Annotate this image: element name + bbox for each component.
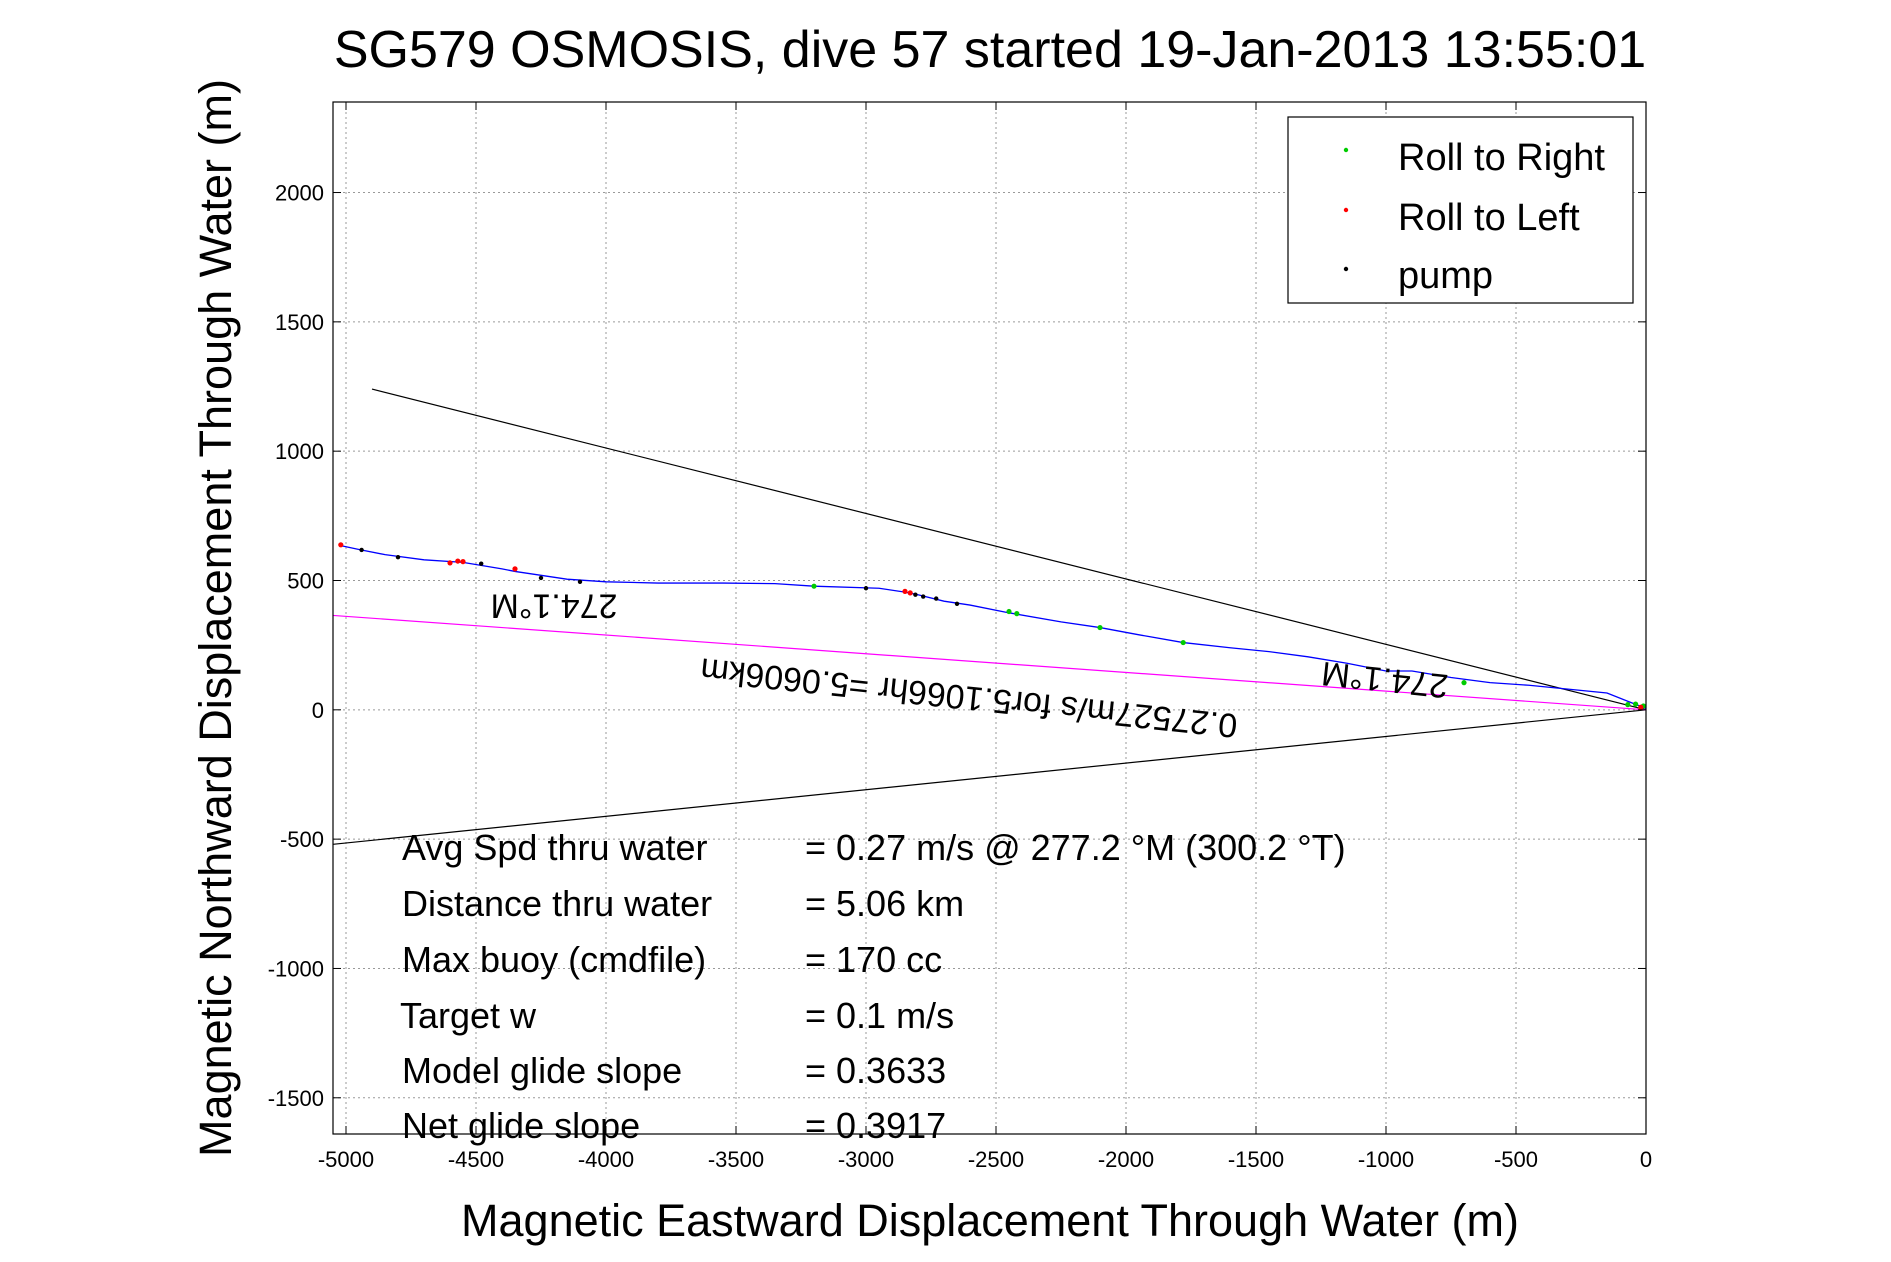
x-axis-label: Magnetic Eastward Displacement Through W… (461, 1195, 1519, 1246)
roll-left-point (512, 566, 518, 572)
roll-left-point (460, 559, 466, 565)
legend: Roll to Right Roll to Left pump (1287, 116, 1634, 304)
stat-value: = 0.27 m/s @ 277.2 °M (300.2 °T) (805, 827, 1346, 868)
pump-point (921, 594, 926, 599)
x-tick-label: -3000 (838, 1147, 894, 1172)
y-tick-label: 1500 (275, 310, 324, 335)
x-tick-label: -2000 (1098, 1147, 1154, 1172)
roll-right-point (811, 583, 817, 589)
y-tick-label: 500 (287, 568, 324, 593)
roll-right-point (1625, 702, 1631, 708)
stat-value: = 0.3633 (805, 1050, 946, 1091)
reference-lines (332, 388, 1647, 845)
roll-right-point (1014, 611, 1020, 617)
pump-point (954, 601, 960, 606)
stat-label: Distance thru water (402, 883, 712, 924)
pump-point (934, 596, 939, 601)
pump-point (479, 561, 484, 566)
x-tick-label: -1000 (1358, 1147, 1414, 1172)
stat-value: = 5.06 km (805, 883, 964, 924)
pump-point (359, 547, 364, 553)
y-tick-label: -1000 (268, 956, 324, 981)
dive-stats: Avg Spd thru water = 0.27 m/s @ 277.2 °M… (400, 827, 1346, 1146)
stat-value: = 170 cc (805, 939, 942, 980)
roll-left-point (902, 588, 908, 594)
track-annotation: 274.1°M (490, 587, 617, 625)
pump-point (913, 592, 918, 597)
pump-point (577, 579, 583, 584)
roll-left-point (447, 560, 453, 566)
x-tick-label: -4000 (578, 1147, 634, 1172)
stat-label: Net glide slope (402, 1105, 640, 1146)
x-tick-label: -4500 (448, 1147, 504, 1172)
plot-frame (332, 101, 1647, 1135)
roll-left-point (455, 558, 461, 564)
markers (338, 542, 1646, 710)
stat-label: Model glide slope (402, 1050, 682, 1091)
pump-point (395, 555, 401, 560)
axis-ticks: -5000 -4500 -4000 -3500 -3000 -2500 -2000 -1500… (268, 102, 1652, 1172)
roll-left-point (907, 590, 913, 596)
legend-marker-pump (1343, 266, 1349, 272)
roll-right-point (1633, 701, 1639, 707)
stat-label: Target w (400, 995, 537, 1036)
x-tick-label: -1500 (1228, 1147, 1284, 1172)
stat-value: = 0.3917 (805, 1105, 946, 1146)
roll-right-point (1461, 680, 1467, 686)
roll-left-point (1638, 704, 1644, 710)
roll-right-point (1006, 608, 1012, 615)
stat-label: Max buoy (cmdfile) (402, 939, 706, 980)
x-tick-label: 0 (1640, 1147, 1652, 1172)
pump-point (863, 586, 869, 591)
stat-value: = 0.1 m/s (805, 995, 954, 1036)
x-tick-label: -5000 (318, 1147, 374, 1172)
x-tick-label: -3500 (708, 1147, 764, 1172)
legend-label-roll-right: Roll to Right (1398, 137, 1605, 179)
y-tick-label: -500 (280, 827, 324, 852)
y-tick-label: 1000 (275, 439, 324, 464)
legend-label-roll-left: Roll to Left (1398, 197, 1580, 239)
legend-label-pump: pump (1398, 255, 1493, 297)
reference-line (371, 388, 1647, 711)
stat-label: Avg Spd thru water (402, 827, 708, 868)
pump-point (538, 575, 544, 581)
legend-marker-roll-left (1343, 207, 1349, 213)
y-tick-label: 2000 (275, 181, 324, 206)
reference-line (332, 709, 1647, 845)
x-tick-label: -2500 (968, 1147, 1024, 1172)
y-tick-label: 0 (312, 698, 324, 723)
roll-right-point (1180, 639, 1186, 646)
reference-line (332, 614, 1647, 711)
legend-marker-roll-right (1343, 147, 1349, 153)
y-tick-label: -1500 (268, 1086, 324, 1111)
y-axis-label: Magnetic Northward Displacement Through … (190, 79, 241, 1157)
chart-title: SG579 OSMOSIS, dive 57 started 19-Jan-20… (334, 21, 1646, 79)
roll-left-point (338, 542, 344, 548)
roll-right-point (1097, 624, 1103, 631)
x-tick-label: -500 (1494, 1147, 1538, 1172)
